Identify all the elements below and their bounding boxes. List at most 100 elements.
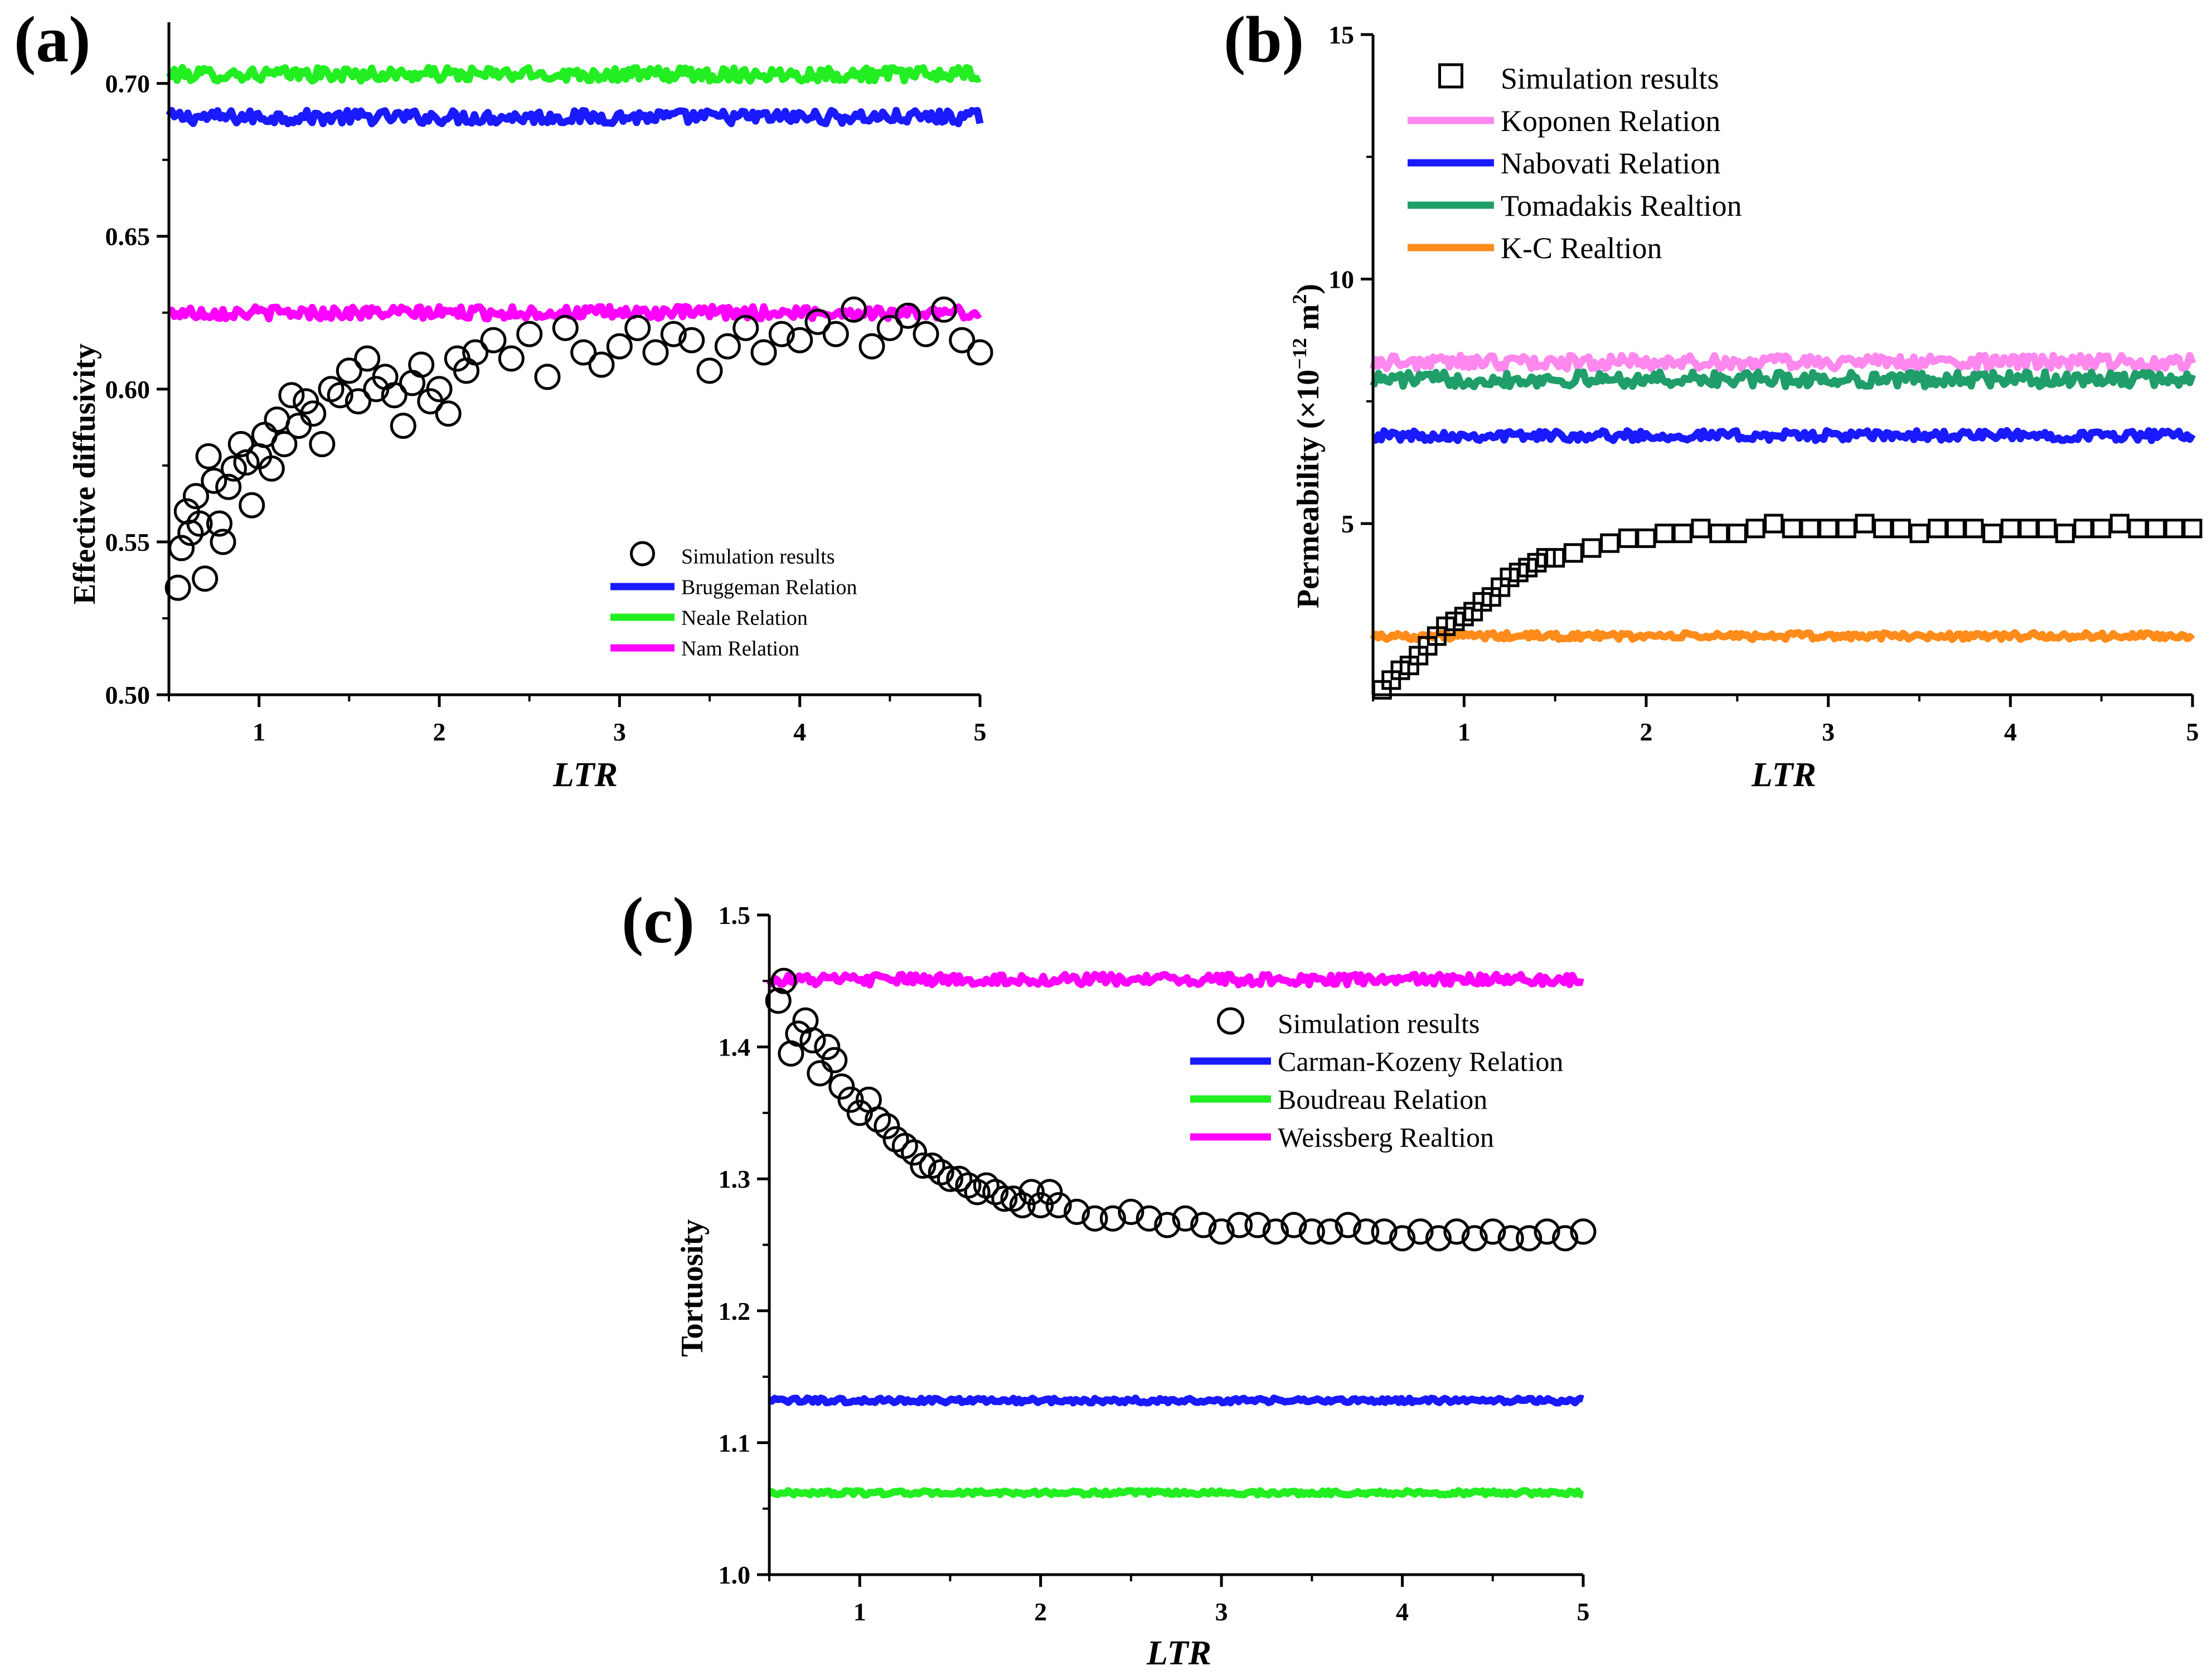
legend-label: Boudreau Relation (1278, 1084, 1487, 1115)
simulation-point (1745, 519, 1765, 539)
simulation-point (1672, 524, 1692, 544)
x-tick-label: 3 (1215, 1597, 1228, 1626)
simulation-point (2109, 514, 2129, 534)
simulation-point (258, 455, 285, 482)
simulation-point (2182, 519, 2203, 539)
panel-b-label: (b) (1224, 3, 1304, 76)
simulation-point (714, 333, 741, 360)
panel-a-x-axis-label: LTR (552, 756, 618, 794)
x-tick-label: 4 (1396, 1597, 1409, 1626)
legend: Simulation results Bruggeman Relation Neal… (610, 541, 857, 660)
simulation-point (967, 339, 993, 366)
simulation-point (1600, 533, 1620, 553)
simulation-point (2146, 519, 2166, 539)
y-tick-label: 1.3 (719, 1165, 751, 1193)
simulation-point (1818, 519, 1839, 539)
y-tick-label: 1.1 (719, 1429, 751, 1457)
simulation-point (336, 357, 362, 384)
simulation-point (1479, 1218, 1506, 1245)
series-line-neale-relation (166, 64, 982, 85)
panel-c: (c) 1 2 3 4 5 1.0 1.1 1.2 1.3 1.4 1.5 Simulation re… (622, 884, 1597, 1672)
simulation-point (1946, 519, 1966, 539)
simulation-point (227, 431, 254, 457)
legend-marker (1217, 1007, 1244, 1035)
x-tick-label: 4 (2004, 718, 2017, 746)
simulation-point (177, 520, 204, 546)
simulation-point (696, 357, 723, 384)
simulation-point (1208, 1218, 1235, 1245)
simulation-point (1727, 524, 1747, 544)
simulation-point (1516, 1225, 1542, 1252)
x-tick-label: 5 (2186, 718, 2199, 746)
simulation-point (271, 431, 298, 457)
simulation-point (345, 388, 371, 415)
panel-a-plot-area: 1 2 3 4 5 0.50 0.55 0.60 0.65 0.70 Simulation resu… (105, 22, 993, 746)
simulation-point (1552, 1225, 1579, 1252)
simulation-point (822, 321, 849, 347)
legend-marker (630, 541, 655, 567)
legend-marker (1438, 63, 1463, 89)
simulation-point (233, 449, 260, 476)
simulation-point (765, 987, 792, 1014)
legend-label: Carman-Kozeny Relation (1278, 1046, 1563, 1077)
legend-label: Neale Relation (681, 606, 808, 630)
x-tick-label: 1 (253, 718, 265, 746)
simulation-point (1570, 1218, 1597, 1245)
simulation-point (837, 1086, 864, 1113)
simulation-point (1298, 1218, 1325, 1245)
x-tick-label: 2 (1034, 1597, 1047, 1626)
simulation-point (390, 413, 416, 439)
y-tick-label: 0.60 (105, 375, 151, 404)
simulation-point (220, 455, 247, 482)
simulation-point (1891, 519, 1911, 539)
simulation-point (930, 296, 957, 323)
simulation-point (354, 345, 381, 372)
simulation-point (2000, 519, 2020, 539)
simulation-point (1800, 519, 1820, 539)
simulation-point (408, 351, 435, 378)
simulation-point (2164, 519, 2184, 539)
simulation-point (399, 370, 425, 396)
y-tick-label: 0.70 (105, 70, 151, 98)
simulation-point (201, 467, 227, 494)
legend-label: Nam Relation (681, 637, 799, 660)
panel-c-y-axis-label: Tortuosity (675, 1219, 710, 1357)
simulation-point (1190, 1212, 1217, 1238)
x-tick-label: 2 (1640, 718, 1653, 746)
simulation-point (876, 314, 903, 341)
simulation-point (534, 364, 561, 390)
simulation-point (1964, 519, 1984, 539)
simulation-point (660, 321, 687, 347)
simulation-point (1563, 543, 1583, 563)
simulation-point (285, 413, 312, 439)
simulation-point (327, 382, 353, 409)
simulation-point (462, 339, 489, 366)
simulation-point (381, 382, 408, 409)
simulation-point (858, 333, 885, 360)
simulation-point (278, 382, 305, 409)
series-line-nam-relation (168, 303, 982, 323)
simulation-point (785, 1020, 812, 1047)
legend: Simulation results Carman-Kozeny Relation… (1190, 1007, 1563, 1153)
simulation-point (821, 1047, 848, 1073)
simulation-point (770, 967, 797, 994)
x-tick-label: 5 (1577, 1597, 1590, 1626)
legend-label: Koponen Relation (1501, 104, 1720, 138)
simulation-point (2019, 519, 2039, 539)
x-tick-label: 1 (1458, 718, 1471, 746)
simulation-point (642, 339, 669, 366)
simulation-point (195, 443, 222, 469)
simulation-point (570, 339, 597, 366)
panel-b-plot-area: 1 2 3 4 5 5 10 15 Simulation results Koponen Rela… (1328, 21, 2203, 746)
simulation-point (624, 314, 651, 341)
simulation-point (814, 1034, 841, 1061)
simulation-point (1497, 1225, 1524, 1252)
simulation-point (2055, 524, 2075, 544)
simulation-point (1009, 1192, 1036, 1218)
simulation-point (949, 327, 976, 354)
simulation-point (1081, 1205, 1108, 1232)
simulation-point (2037, 519, 2057, 539)
simulation-point (750, 339, 777, 366)
simulation-point (1709, 524, 1729, 544)
simulation-point (937, 1165, 963, 1192)
